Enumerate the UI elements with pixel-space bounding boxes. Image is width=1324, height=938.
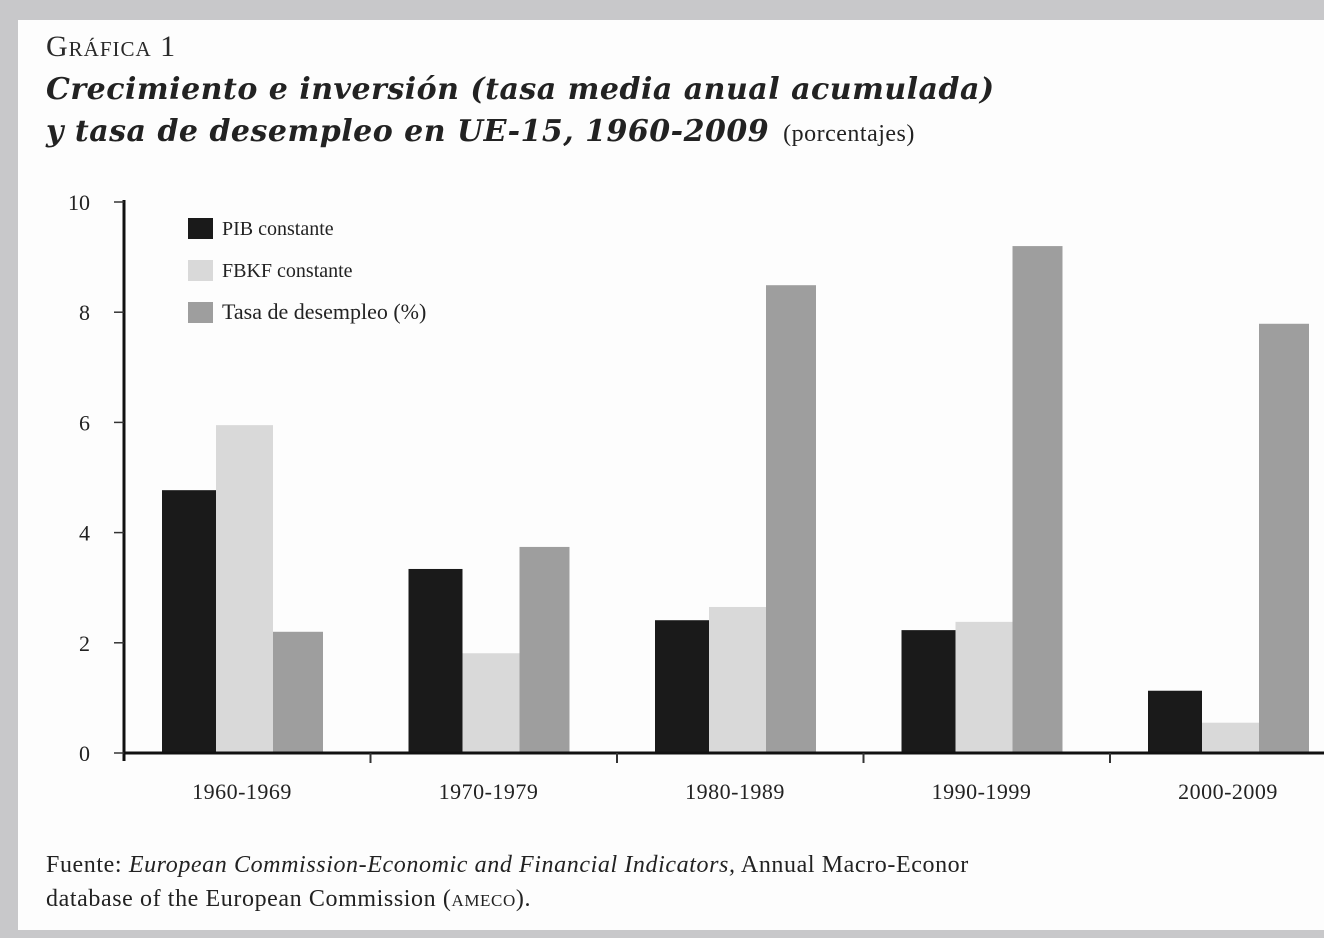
y-tick-label: 4 [79,521,90,546]
y-tick-label: 6 [79,410,90,435]
legend-label: Tasa de desempleo (%) [222,299,426,324]
figure-label: Gráfica 1 [46,30,177,63]
x-tick-label: 1960-1969 [192,779,292,804]
bar-fbkf-constante-1980-1989 [709,606,766,753]
source-title: European Commission-Economic and Financi… [128,852,736,878]
bar-pib-constante-1970-1979 [408,568,463,753]
source-acronym: ameco [451,886,516,912]
source-line-1: Fuente: European Commission-Economic and… [46,848,969,882]
legend-swatch [188,260,213,281]
bar-pib-constante-1990-1999 [901,630,956,753]
legend-swatch [188,302,213,323]
legend-label: PIB constante [222,218,334,240]
chart-title-line-2-text: y tasa de desempleo en UE-15, 1960-2009 [46,114,770,149]
bar-fbkf-constante-1990-1999 [955,621,1013,753]
y-tick-label: 0 [79,741,90,766]
chart-title-line-2: y tasa de desempleo en UE-15, 1960-2009 (… [46,114,915,149]
bar-tasa-de-desempleo--1970-1979 [519,546,570,753]
source-end: ). [515,886,532,912]
source-note: Fuente: European Commission-Economic and… [46,848,969,916]
x-tick-label: 1970-1979 [439,779,539,804]
chart-title-line-1: Crecimiento e inversión (tasa media anua… [46,72,995,107]
bar-tasa-de-desempleo--1960-1969 [273,631,323,753]
bar-pib-constante-1980-1989 [655,620,709,753]
source-rest: Annual Macro-Econor [740,852,969,878]
bar-tasa-de-desempleo--2000-2009 [1259,323,1309,753]
bar-pib-constante-1960-1969 [162,490,216,753]
y-tick-label: 8 [79,300,90,325]
legend: PIB constante FBKF constante Tasa de desem… [188,218,426,324]
bar-tasa-de-desempleo--1990-1999 [1012,246,1063,753]
source-line-2: database of the European Commission (ame… [46,882,969,916]
bar-fbkf-constante-2000-2009 [1202,722,1259,753]
bars-group [162,246,1309,753]
bar-tasa-de-desempleo--1980-1989 [766,285,816,753]
source-prefix: Fuente: [46,852,123,878]
unit-label: (porcentajes) [783,121,915,147]
y-tick-label: 10 [68,190,90,215]
bar-fbkf-constante-1970-1979 [462,653,520,753]
x-tick-label: 2000-2009 [1178,779,1278,804]
legend-swatch [188,218,213,239]
x-tick-label: 1990-1999 [932,779,1032,804]
axes-group: 1960-1969 1970-1979 1980-1989 1990-1999 2000… [68,190,1324,804]
legend-label: FBKF constante [222,260,353,282]
source-db: database of the European Commission ( [46,886,452,912]
bar-pib-constante-2000-2009 [1148,690,1202,753]
y-tick-label: 2 [79,631,90,656]
bar-fbkf-constante-1960-1969 [216,425,273,753]
x-tick-label: 1980-1989 [685,779,785,804]
